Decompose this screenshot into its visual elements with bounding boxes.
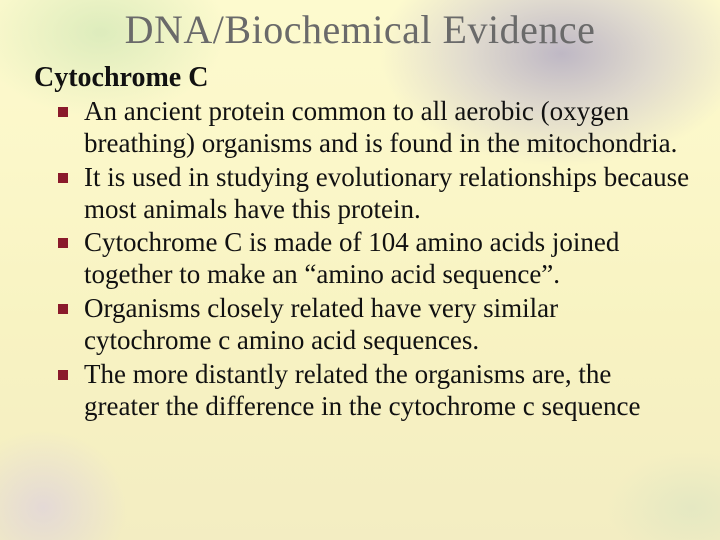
list-item-text: An ancient protein common to all aerobic… [84,96,677,158]
list-item: An ancient protein common to all aerobic… [34,96,692,160]
slide: DNA/Biochemical Evidence Cytochrome C An… [0,0,720,540]
bullet-list: An ancient protein common to all aerobic… [34,96,692,423]
list-item: It is used in studying evolutionary rela… [34,162,692,226]
slide-body: Cytochrome C An ancient protein common t… [34,62,692,425]
list-item: Organisms closely related have very simi… [34,293,692,357]
list-item: Cytochrome C is made of 104 amino acids … [34,227,692,291]
square-bullet-icon [58,107,68,117]
list-item: The more distantly related the organisms… [34,359,692,423]
list-item-text: The more distantly related the organisms… [84,359,640,421]
square-bullet-icon [58,370,68,380]
list-item-text: It is used in studying evolutionary rela… [84,162,689,224]
slide-title: DNA/Biochemical Evidence [0,6,720,53]
square-bullet-icon [58,238,68,248]
square-bullet-icon [58,173,68,183]
list-item-text: Organisms closely related have very simi… [84,293,558,355]
slide-subheading: Cytochrome C [34,62,692,94]
square-bullet-icon [58,304,68,314]
list-item-text: Cytochrome C is made of 104 amino acids … [84,227,619,289]
